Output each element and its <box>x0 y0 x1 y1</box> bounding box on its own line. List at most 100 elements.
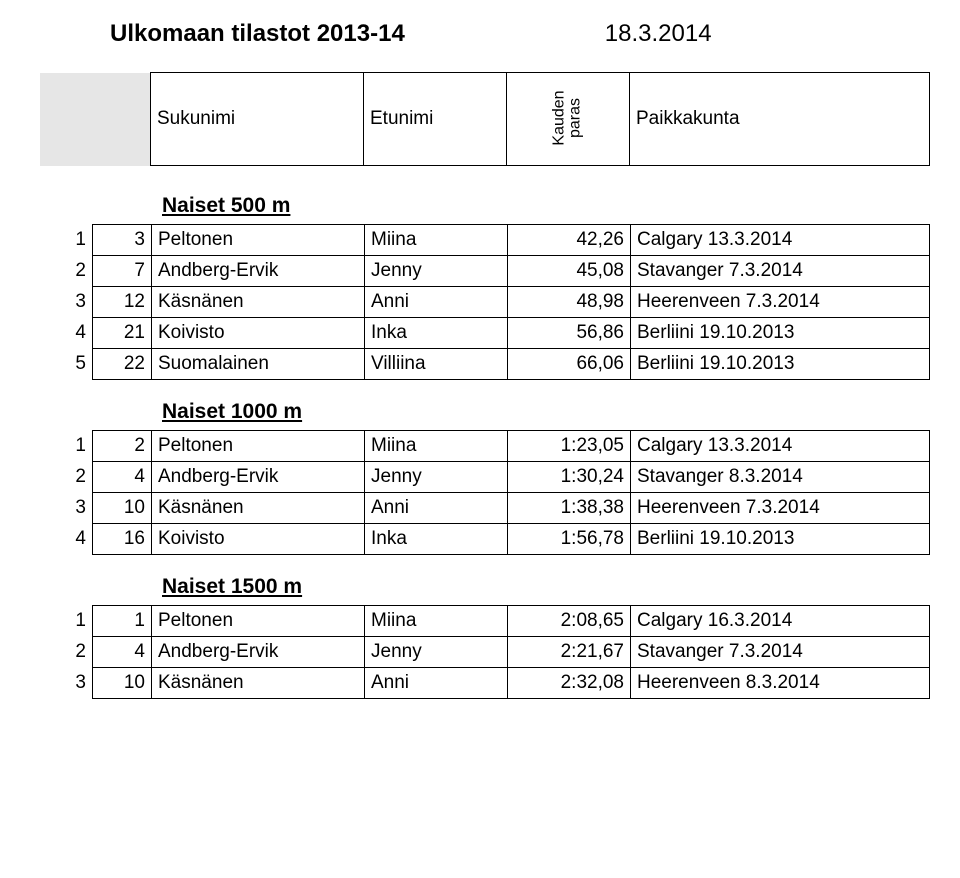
cell-value: 1:38,38 <box>508 493 631 524</box>
page-title: Ulkomaan tilastot 2013-14 <box>110 20 405 48</box>
cell-value: 2:08,65 <box>508 606 631 637</box>
cell-location: Stavanger 8.3.2014 <box>631 462 930 493</box>
cell-rank: 1 <box>40 225 93 256</box>
cell-rank: 1 <box>40 431 93 462</box>
cell-num: 7 <box>93 256 152 287</box>
cell-lastname: Peltonen <box>152 225 365 256</box>
cell-rank: 2 <box>40 462 93 493</box>
cell-location: Berliini 19.10.2013 <box>631 524 930 555</box>
cell-location: Calgary 13.3.2014 <box>631 431 930 462</box>
cell-firstname: Miina <box>365 606 508 637</box>
cell-rank: 4 <box>40 524 93 555</box>
cell-lastname: Käsnänen <box>152 668 365 699</box>
cell-firstname: Inka <box>365 524 508 555</box>
cell-lastname: Andberg-Ervik <box>152 637 365 668</box>
cell-rank: 1 <box>40 606 93 637</box>
table-row: 310KäsnänenAnni1:38,38Heerenveen 7.3.201… <box>40 493 930 524</box>
table-row: 24Andberg-ErvikJenny2:21,67Stavanger 7.3… <box>40 637 930 668</box>
cell-location: Calgary 13.3.2014 <box>631 225 930 256</box>
cell-rank: 3 <box>40 287 93 318</box>
cell-firstname: Anni <box>365 287 508 318</box>
col-header-etunimi: Etunimi <box>364 73 507 166</box>
cell-value: 2:32,08 <box>508 668 631 699</box>
cell-value: 42,26 <box>508 225 631 256</box>
kauden-line1: Kauden <box>551 90 568 145</box>
table-row: 421KoivistoInka56,86Berliini 19.10.2013 <box>40 318 930 349</box>
section-title: Naiset 1000 m <box>40 400 930 424</box>
cell-location: Berliini 19.10.2013 <box>631 349 930 380</box>
col-header-sukunimi: Sukunimi <box>151 73 364 166</box>
cell-num: 22 <box>93 349 152 380</box>
table-row: 27Andberg-ErvikJenny45,08Stavanger 7.3.2… <box>40 256 930 287</box>
cell-lastname: Käsnänen <box>152 287 365 318</box>
cell-value: 48,98 <box>508 287 631 318</box>
col-header-kauden-paras: Kauden paras <box>507 73 630 166</box>
page: Ulkomaan tilastot 2013-14 18.3.2014 Suku… <box>0 0 960 878</box>
data-table: 12PeltonenMiina1:23,05Calgary 13.3.20142… <box>40 430 930 555</box>
cell-num: 16 <box>93 524 152 555</box>
cell-lastname: Peltonen <box>152 606 365 637</box>
cell-rank: 4 <box>40 318 93 349</box>
kauden-line2: paras <box>567 98 584 138</box>
cell-location: Heerenveen 7.3.2014 <box>631 287 930 318</box>
cell-firstname: Jenny <box>365 462 508 493</box>
col-header-paikkakunta: Paikkakunta <box>630 73 930 166</box>
table-row: 13PeltonenMiina42,26Calgary 13.3.2014 <box>40 225 930 256</box>
cell-num: 4 <box>93 462 152 493</box>
table-row: 11PeltonenMiina2:08,65Calgary 16.3.2014 <box>40 606 930 637</box>
cell-num: 21 <box>93 318 152 349</box>
cell-num: 2 <box>93 431 152 462</box>
data-table: 11PeltonenMiina2:08,65Calgary 16.3.20142… <box>40 605 930 699</box>
cell-lastname: Peltonen <box>152 431 365 462</box>
table-row: 12PeltonenMiina1:23,05Calgary 13.3.2014 <box>40 431 930 462</box>
section-title: Naiset 500 m <box>40 194 930 218</box>
cell-lastname: Andberg-Ervik <box>152 462 365 493</box>
cell-firstname: Jenny <box>365 637 508 668</box>
cell-rank: 3 <box>40 668 93 699</box>
cell-lastname: Koivisto <box>152 318 365 349</box>
column-header-table: Sukunimi Etunimi Kauden paras Paikkakunt… <box>40 72 930 166</box>
page-date: 18.3.2014 <box>605 20 712 48</box>
header-spacer <box>40 73 92 166</box>
cell-lastname: Suomalainen <box>152 349 365 380</box>
cell-location: Heerenveen 8.3.2014 <box>631 668 930 699</box>
cell-rank: 2 <box>40 637 93 668</box>
table-row: 310KäsnänenAnni2:32,08Heerenveen 8.3.201… <box>40 668 930 699</box>
cell-location: Heerenveen 7.3.2014 <box>631 493 930 524</box>
table-row: 522SuomalainenVilliina66,06Berliini 19.1… <box>40 349 930 380</box>
cell-rank: 5 <box>40 349 93 380</box>
cell-num: 4 <box>93 637 152 668</box>
data-table: 13PeltonenMiina42,26Calgary 13.3.201427A… <box>40 224 930 380</box>
cell-value: 2:21,67 <box>508 637 631 668</box>
cell-value: 1:56,78 <box>508 524 631 555</box>
cell-lastname: Andberg-Ervik <box>152 256 365 287</box>
cell-location: Berliini 19.10.2013 <box>631 318 930 349</box>
cell-value: 66,06 <box>508 349 631 380</box>
cell-rank: 3 <box>40 493 93 524</box>
sections-container: Naiset 500 m13PeltonenMiina42,26Calgary … <box>40 194 930 699</box>
cell-location: Stavanger 7.3.2014 <box>631 256 930 287</box>
cell-value: 56,86 <box>508 318 631 349</box>
cell-location: Stavanger 7.3.2014 <box>631 637 930 668</box>
table-row: 312KäsnänenAnni48,98Heerenveen 7.3.2014 <box>40 287 930 318</box>
cell-lastname: Koivisto <box>152 524 365 555</box>
cell-num: 10 <box>93 493 152 524</box>
cell-firstname: Anni <box>365 668 508 699</box>
cell-firstname: Miina <box>365 431 508 462</box>
cell-firstname: Inka <box>365 318 508 349</box>
cell-rank: 2 <box>40 256 93 287</box>
cell-num: 3 <box>93 225 152 256</box>
cell-num: 1 <box>93 606 152 637</box>
cell-value: 1:30,24 <box>508 462 631 493</box>
cell-lastname: Käsnänen <box>152 493 365 524</box>
cell-firstname: Anni <box>365 493 508 524</box>
vertical-label: Kauden paras <box>552 90 584 145</box>
cell-firstname: Miina <box>365 225 508 256</box>
cell-num: 12 <box>93 287 152 318</box>
table-row: 416KoivistoInka1:56,78Berliini 19.10.201… <box>40 524 930 555</box>
cell-value: 45,08 <box>508 256 631 287</box>
cell-value: 1:23,05 <box>508 431 631 462</box>
cell-num: 10 <box>93 668 152 699</box>
cell-location: Calgary 16.3.2014 <box>631 606 930 637</box>
header-row: Ulkomaan tilastot 2013-14 18.3.2014 <box>40 20 930 48</box>
